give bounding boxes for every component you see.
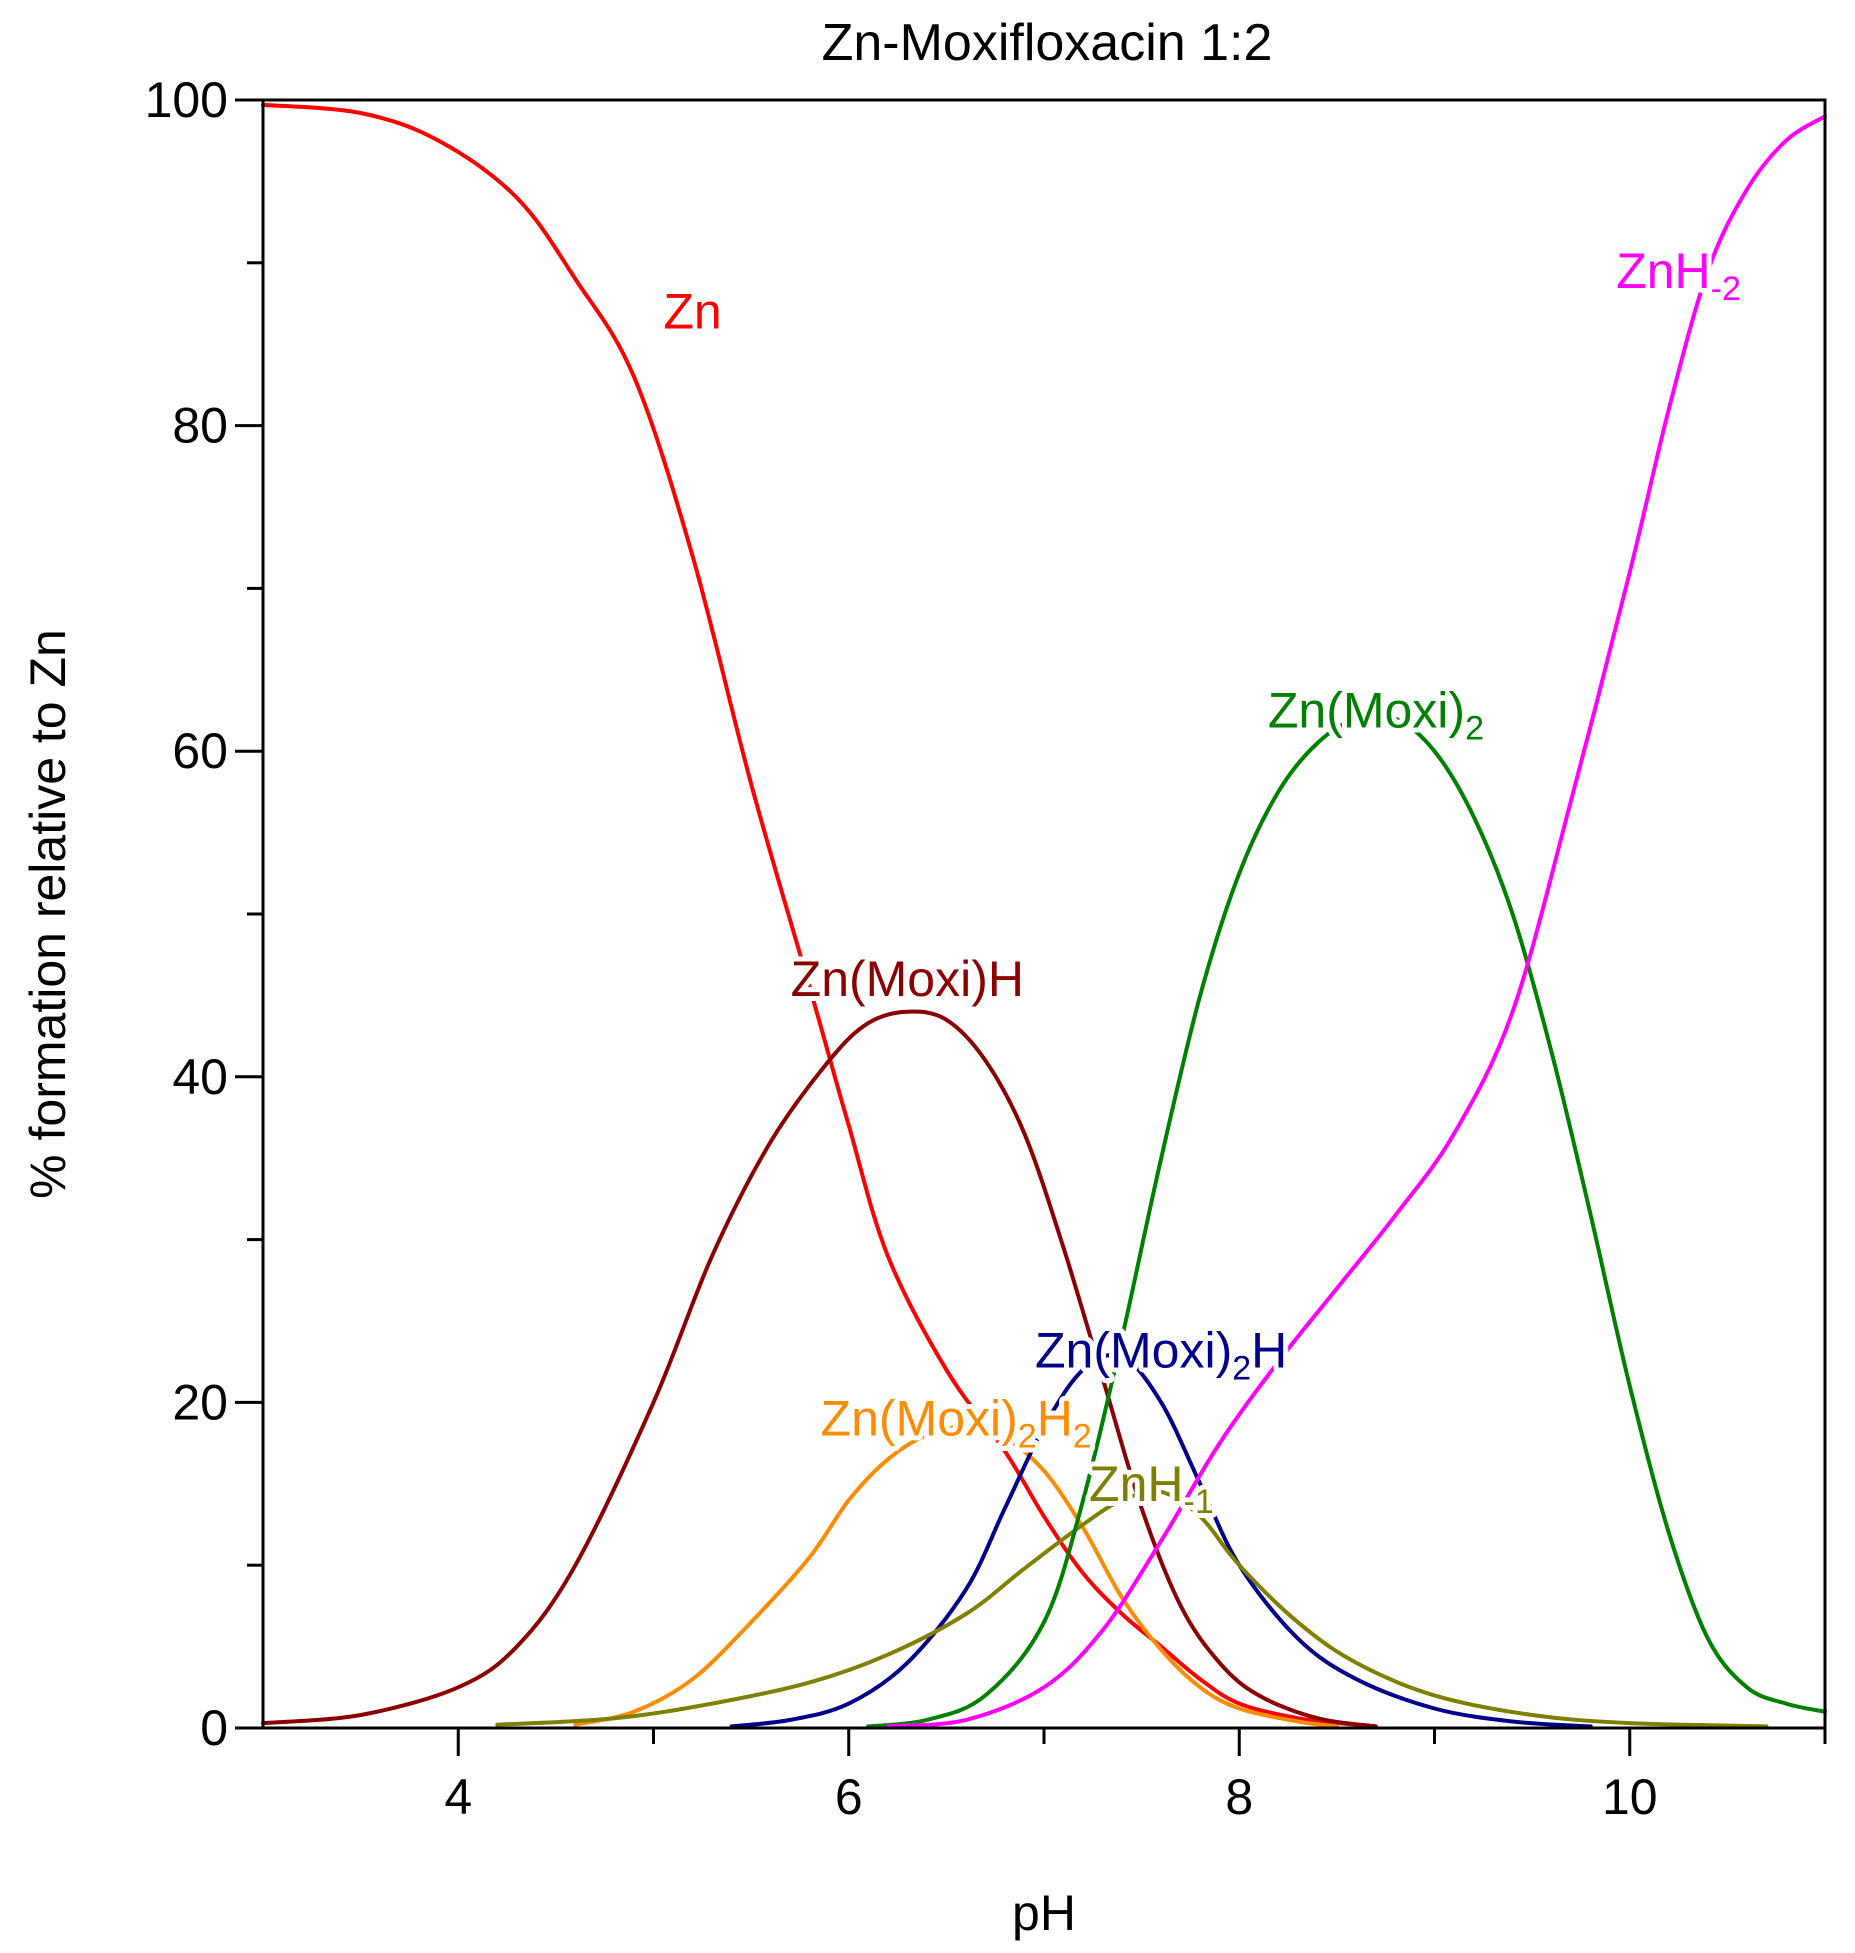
series-line-zn-moxi-h bbox=[261, 1009, 1378, 1729]
series-label-halo: Zn bbox=[663, 284, 721, 340]
series-label-part: H bbox=[1037, 1391, 1073, 1447]
y-tick-label: 0 bbox=[200, 1700, 228, 1756]
series-label: Zn(Moxi)2 bbox=[1268, 683, 1484, 748]
x-tick-label: 10 bbox=[1602, 1769, 1658, 1825]
series-label-part: Zn(Moxi)H bbox=[791, 951, 1024, 1007]
series-label-part: -1 bbox=[1184, 1483, 1214, 1521]
series-label: ZnH-2 bbox=[1616, 243, 1741, 308]
series-label: Zn(Moxi)2H bbox=[1035, 1322, 1287, 1387]
series-line-zn-moxi-2 bbox=[866, 713, 1827, 1729]
series-label-part: Zn(Moxi) bbox=[1035, 1322, 1232, 1378]
series-label-part: Zn(Moxi) bbox=[821, 1391, 1018, 1447]
x-axis: 4 6 8 10 bbox=[444, 1728, 1827, 1825]
plot-frame bbox=[261, 98, 1827, 1730]
chart-title: Zn-Moxifloxacin 1:2 bbox=[822, 14, 1273, 72]
x-tick-label: 6 bbox=[835, 1769, 863, 1825]
x-tick-label: 8 bbox=[1225, 1769, 1253, 1825]
series-label-halo: ZnH-1 bbox=[1089, 1456, 1214, 1521]
series-line-znh-2 bbox=[885, 114, 1827, 1729]
y-tick-label: 20 bbox=[172, 1374, 228, 1430]
series-label-part: Zn(Moxi) bbox=[821, 1391, 1018, 1447]
series-label: Zn bbox=[663, 284, 721, 340]
series-label-part: ZnH bbox=[1616, 243, 1710, 299]
y-axis: 0 20 40 60 80 100 bbox=[145, 72, 263, 1756]
series-label-halo: Zn(Moxi)H bbox=[791, 951, 1024, 1007]
series-label-halo: Zn(Moxi)2H2 bbox=[821, 1391, 1092, 1456]
series-label-part: Zn(Moxi)H bbox=[791, 951, 1024, 1007]
series-label-part: H bbox=[1251, 1322, 1287, 1378]
x-axis-label: pH bbox=[1012, 1885, 1076, 1941]
series-label-part: Zn(Moxi) bbox=[1268, 683, 1465, 739]
series-line-zn bbox=[261, 102, 1359, 1727]
series-label-part: 2 bbox=[1465, 710, 1484, 748]
label-layer: ZnZnZn(Moxi)HZn(Moxi)HZn(Moxi)2H2Zn(Moxi… bbox=[658, 238, 1746, 1526]
y-tick-label: 40 bbox=[172, 1049, 228, 1105]
series-layer bbox=[261, 102, 1827, 1729]
x-tick-label: 4 bbox=[444, 1769, 472, 1825]
series-label-part: 2 bbox=[1018, 1418, 1037, 1456]
series-label-halo: Zn(Moxi)2H bbox=[1035, 1322, 1287, 1387]
series-line-zn-moxi-2h bbox=[729, 1352, 1593, 1729]
series-label-part: H bbox=[1251, 1322, 1287, 1378]
series-label: Zn(Moxi)H bbox=[791, 951, 1024, 1007]
series-label-part: -2 bbox=[1711, 270, 1741, 308]
series-label-part: 2 bbox=[1232, 1349, 1251, 1387]
series-label-halo: Zn(Moxi)2 bbox=[1268, 683, 1484, 748]
y-tick-label: 60 bbox=[172, 723, 228, 779]
series-label-part: 2 bbox=[1073, 1418, 1092, 1456]
series-label-part: ZnH bbox=[1089, 1456, 1183, 1512]
series-label-part: -2 bbox=[1711, 270, 1741, 308]
series-line-zn-moxi-2h2 bbox=[573, 1424, 1339, 1729]
series-label: ZnH-1 bbox=[1089, 1456, 1214, 1521]
y-axis-label: % formation relative to Zn bbox=[20, 629, 76, 1199]
series-label-part: ZnH bbox=[1616, 243, 1710, 299]
series-label: Zn(Moxi)2H2 bbox=[821, 1391, 1092, 1456]
series-label-part: Zn bbox=[663, 284, 721, 340]
y-tick-label: 80 bbox=[172, 398, 228, 454]
series-label-halo: ZnH-2 bbox=[1616, 243, 1741, 308]
series-line-znh-1 bbox=[495, 1489, 1769, 1729]
y-tick-label: 100 bbox=[145, 72, 228, 128]
series-label-part: H bbox=[1037, 1391, 1073, 1447]
series-label-part: Zn bbox=[663, 284, 721, 340]
series-label-part: Zn(Moxi) bbox=[1035, 1322, 1232, 1378]
series-label-part: ZnH bbox=[1089, 1456, 1183, 1512]
series-label-part: -1 bbox=[1184, 1483, 1214, 1521]
series-label-part: Zn(Moxi) bbox=[1268, 683, 1465, 739]
